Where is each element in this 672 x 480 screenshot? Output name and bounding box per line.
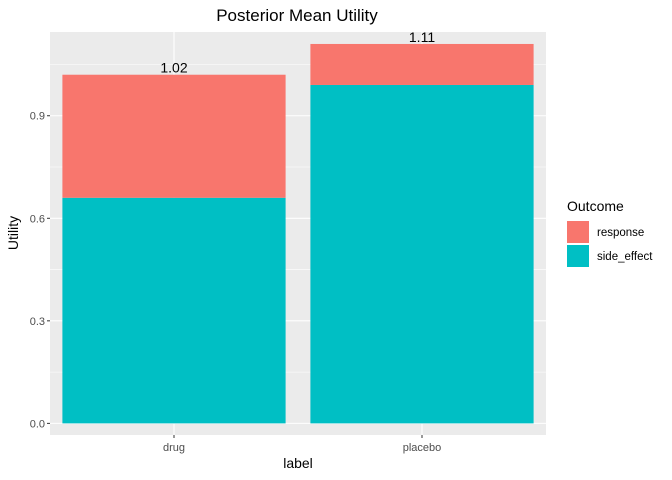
x-tick-label: drug (163, 442, 185, 454)
legend-label-response: response (597, 227, 644, 239)
bar-total-label: 1.02 (160, 60, 187, 76)
legend-label-side_effect: side_effect (597, 251, 653, 263)
chart-title: Posterior Mean Utility (216, 6, 378, 25)
y-tick-label: 0.6 (30, 213, 45, 225)
x-axis-title: label (283, 455, 313, 471)
bar-side_effect-drug (62, 197, 286, 424)
y-axis: 0.0 0.3 0.6 0.9 (30, 111, 50, 430)
total-labels: 1.02 1.11 (160, 29, 435, 76)
legend-title: Outcome (567, 198, 624, 214)
y-tick-label: 0.0 (30, 418, 45, 430)
legend-swatch-response (567, 221, 589, 243)
bar-response-drug (62, 74, 286, 198)
bar-side_effect-placebo (310, 84, 534, 424)
bars (62, 43, 534, 424)
legend: Outcome response side_effect (567, 198, 653, 267)
x-tick-label: placebo (403, 442, 442, 454)
x-axis: drug placebo (163, 435, 441, 454)
y-tick-label: 0.9 (30, 111, 45, 123)
bar-total-label: 1.11 (409, 29, 435, 45)
legend-swatch-side_effect (567, 245, 589, 267)
bar-response-placebo (310, 43, 534, 85)
y-axis-title: Utility (5, 216, 21, 250)
y-tick-label: 0.3 (30, 316, 45, 328)
